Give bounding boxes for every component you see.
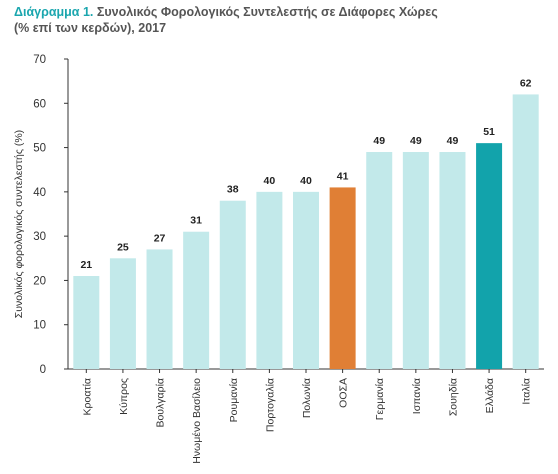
y-tick-label: 20 bbox=[33, 275, 46, 287]
x-axis-labels: Κροατία Κύπρος Βουλγαρία Ηνωμένο Βασίλειο Ρο… bbox=[81, 369, 533, 464]
bar-value-label: 51 bbox=[483, 126, 495, 138]
bar-value-label: 21 bbox=[80, 259, 92, 271]
x-category-label: Κροατία bbox=[81, 378, 93, 415]
bar-value-label: 62 bbox=[520, 77, 532, 89]
chart-title-text: Συνολικός Φορολογικός Συντελεστής σε Διά… bbox=[14, 5, 438, 35]
x-category-label: Ελλάδα bbox=[484, 378, 496, 413]
bar bbox=[256, 191, 283, 369]
x-category-label: Ηνωμένο Βασίλειο bbox=[191, 378, 203, 464]
y-axis: 0 10 20 30 40 50 60 70 bbox=[33, 54, 544, 376]
x-category-label: Ρουμανία bbox=[228, 378, 240, 422]
bar bbox=[366, 152, 393, 369]
bar-value-label: 25 bbox=[117, 241, 129, 253]
x-category-label: Βουλγαρία bbox=[155, 378, 167, 428]
bar bbox=[219, 200, 246, 369]
x-category-label: Ισπανία bbox=[411, 378, 423, 414]
bar-value-label: 38 bbox=[227, 184, 239, 196]
bars-group: 21 25 27 31 38 40 40 41 49 49 49 51 62 bbox=[73, 77, 539, 369]
y-tick-label: 50 bbox=[33, 143, 46, 155]
bar bbox=[329, 187, 356, 369]
y-tick-label: 40 bbox=[33, 187, 46, 199]
bar-value-label: 49 bbox=[447, 135, 459, 147]
y-tick-label: 0 bbox=[40, 364, 46, 376]
y-tick-label: 60 bbox=[33, 98, 46, 110]
y-tick-label: 10 bbox=[33, 320, 46, 332]
y-tick-label: 30 bbox=[33, 231, 46, 243]
bar-value-label: 40 bbox=[300, 175, 312, 187]
x-category-label: Γερμανία bbox=[374, 378, 386, 420]
bar-value-label: 49 bbox=[410, 135, 422, 147]
x-category-label: Ιταλία bbox=[521, 378, 533, 405]
bar bbox=[402, 152, 429, 369]
x-category-label: Πορτογαλία bbox=[264, 378, 276, 432]
x-category-label: Πολωνία bbox=[301, 378, 313, 418]
bar bbox=[512, 94, 539, 369]
bar bbox=[73, 276, 100, 369]
bar bbox=[293, 191, 319, 369]
x-category-label: Κύπρος bbox=[118, 378, 130, 415]
y-axis-label: Συνολικός φορολογικός συντελεστής (%) bbox=[13, 130, 25, 318]
bar bbox=[109, 258, 136, 369]
y-tick-label: 70 bbox=[33, 54, 46, 66]
bar bbox=[146, 249, 173, 369]
bar-value-label: 27 bbox=[154, 232, 166, 244]
bar bbox=[439, 152, 466, 369]
bar bbox=[476, 143, 503, 369]
bar-value-label: 31 bbox=[190, 215, 202, 227]
bar-value-label: 41 bbox=[337, 170, 349, 182]
bar-value-label: 40 bbox=[264, 175, 276, 187]
bar-value-label: 49 bbox=[373, 135, 385, 147]
chart-title-prefix: Διάγραμμα 1. bbox=[14, 5, 94, 19]
x-category-label: ΟΟΣΑ bbox=[338, 378, 350, 408]
chart-title: Διάγραμμα 1. Συνολικός Φορολογικός Συντε… bbox=[14, 4, 454, 36]
x-category-label: Σουηδία bbox=[447, 378, 459, 416]
bar bbox=[183, 231, 210, 369]
